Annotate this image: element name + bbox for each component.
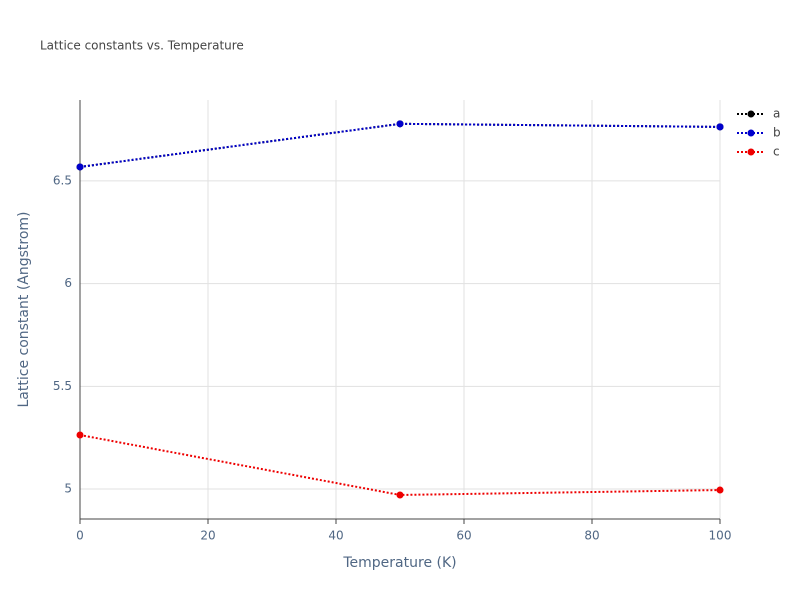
- x-tick-label: 80: [584, 529, 599, 543]
- legend-marker: [747, 148, 755, 156]
- legend-label: a: [773, 107, 780, 121]
- marker: [396, 491, 404, 499]
- x-tick-label: 20: [200, 529, 215, 543]
- legend-marker: [747, 129, 755, 137]
- marker: [76, 431, 84, 439]
- marker: [396, 120, 404, 128]
- legend-item: b: [737, 126, 781, 140]
- x-tick-label: 60: [456, 529, 471, 543]
- marker: [76, 163, 84, 171]
- x-tick-label: 40: [328, 529, 343, 543]
- legend-item: c: [737, 145, 780, 159]
- y-axis-title: Lattice constant (Angstrom): [16, 211, 32, 407]
- marker: [716, 123, 724, 131]
- x-tick-label: 0: [76, 529, 84, 543]
- chart-title: Lattice constants vs. Temperature: [40, 39, 244, 53]
- grid: [79, 100, 721, 519]
- y-tick-label: 5: [64, 482, 72, 496]
- legend-marker: [747, 110, 755, 118]
- series-line: [79, 122, 721, 168]
- legend-label: c: [773, 145, 780, 159]
- legend-label: b: [773, 126, 781, 140]
- y-tick-label: 5.5: [53, 379, 72, 393]
- x-tick-label: 100: [709, 529, 732, 543]
- y-tick-label: 6.5: [53, 173, 72, 187]
- marker: [716, 486, 724, 494]
- legend-item: a: [737, 107, 780, 121]
- y-tick-label: 6: [64, 276, 72, 290]
- x-axis-title: Temperature (K): [342, 555, 456, 571]
